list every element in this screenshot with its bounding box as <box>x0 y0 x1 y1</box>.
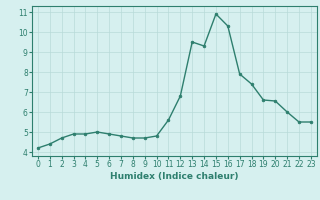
X-axis label: Humidex (Indice chaleur): Humidex (Indice chaleur) <box>110 172 239 181</box>
